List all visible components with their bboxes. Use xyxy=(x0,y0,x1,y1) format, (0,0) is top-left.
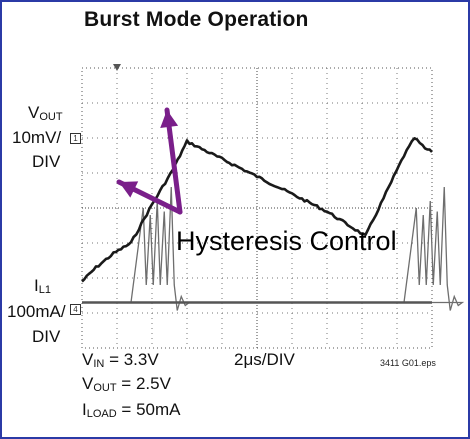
timebase-label: 2μs/DIV xyxy=(234,350,295,369)
il1-label-main: I xyxy=(34,276,39,295)
arrow-to-peak-head xyxy=(160,110,179,128)
il1-trace xyxy=(82,186,465,311)
trigger-marker xyxy=(113,64,121,71)
channel1-ground-marker: 1 xyxy=(70,133,81,144)
vout-trace xyxy=(81,137,433,283)
scope-grid xyxy=(81,64,433,349)
vout-div-label: DIV xyxy=(32,152,61,171)
arrow-to-peak xyxy=(164,107,183,215)
il1-div-label: DIV xyxy=(32,327,61,346)
condition-iload: ILOAD = 50mA xyxy=(82,400,181,420)
channel4-ground-marker: 4 xyxy=(70,304,81,315)
il1-channel-label: IL1 xyxy=(34,276,51,300)
condition-vout: VOUT = 2.5V xyxy=(82,374,171,394)
il1-scale-label: 100mA/ xyxy=(7,302,66,321)
vout-scale-label: 10mV/ xyxy=(12,128,62,147)
arrow-to-valley-head xyxy=(119,181,139,198)
il1-label-sub: L1 xyxy=(38,284,51,296)
annotation-arrows xyxy=(116,107,183,215)
chart-title: Burst Mode Operation xyxy=(84,8,309,31)
condition-vin: VIN = 3.3V xyxy=(82,350,159,370)
annotation-text: Hysteresis Control xyxy=(176,226,397,256)
figure-id: 3411 G01.eps xyxy=(380,358,436,368)
vout-channel-label: VOUT xyxy=(28,103,63,127)
vout-label-sub: OUT xyxy=(39,111,63,123)
vout-label-main: V xyxy=(28,103,40,122)
